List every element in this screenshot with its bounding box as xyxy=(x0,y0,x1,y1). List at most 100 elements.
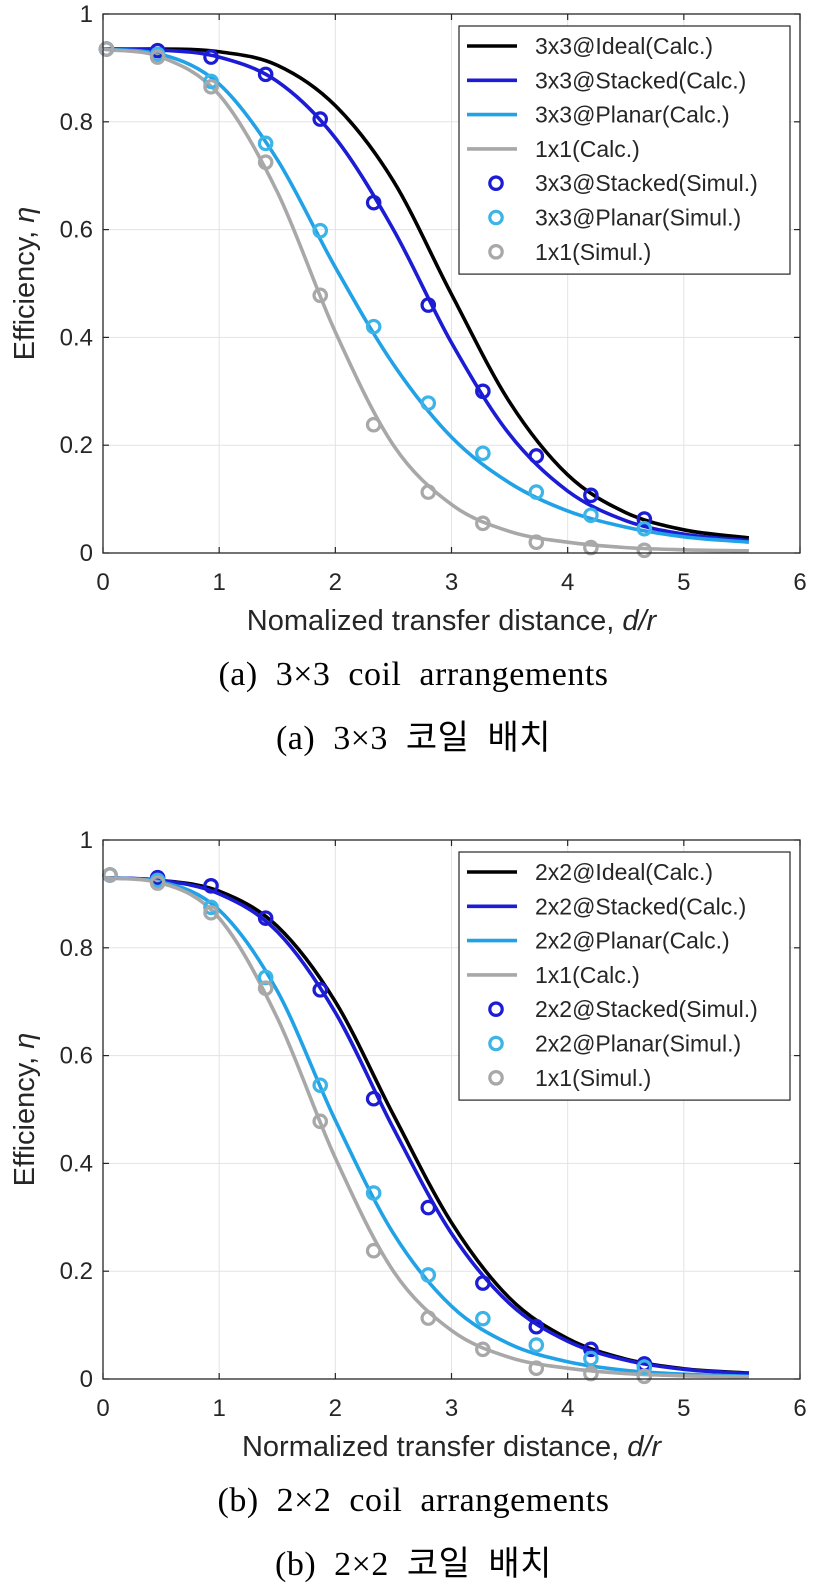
data-point xyxy=(312,111,329,127)
legend-label: 2x2@Ideal(Calc.) xyxy=(535,859,713,885)
data-point xyxy=(203,49,219,65)
series-line xyxy=(102,875,750,1376)
legend-label: 3x3@Planar(Simul.) xyxy=(535,205,741,231)
data-point xyxy=(149,49,166,65)
legend-label: 3x3@Planar(Calc.) xyxy=(535,102,730,128)
data-point xyxy=(365,1242,382,1259)
legend: 2x2@Ideal(Calc.) 2x2@Stacked(Calc.) 2x2@Pl… xyxy=(458,851,791,1101)
y-tick-label: 0.8 xyxy=(60,109,93,136)
data-point xyxy=(312,287,329,304)
x-tick-label: 4 xyxy=(561,1395,574,1422)
legend-label: 1x1(Simul.) xyxy=(535,1065,651,1091)
x-tick-label: 2 xyxy=(329,569,342,596)
data-point xyxy=(420,1267,437,1283)
data-point xyxy=(583,507,599,524)
data-point xyxy=(475,383,491,400)
data-point xyxy=(636,1359,653,1375)
data-point xyxy=(312,982,329,998)
y-tick-label: 0.2 xyxy=(60,1258,93,1285)
legend-swatch-marker xyxy=(488,244,504,260)
series-line xyxy=(103,47,750,540)
data-point xyxy=(528,1318,545,1335)
y-tick-label: 0.8 xyxy=(60,935,93,962)
legend-label: 1x1(Calc.) xyxy=(535,136,640,162)
legend-label: 3x3@Ideal(Calc.) xyxy=(535,33,713,59)
data-point xyxy=(420,297,437,313)
data-point xyxy=(528,1337,545,1353)
legend-swatch-marker xyxy=(488,209,504,226)
caption-b-en: (b) 2×2 coil arrangements xyxy=(217,1482,610,1519)
data-point xyxy=(203,73,219,90)
legend-swatch-marker xyxy=(488,175,504,191)
legend-label: 1x1(Calc.) xyxy=(535,962,640,988)
data-point xyxy=(420,395,437,411)
series-line xyxy=(102,47,750,545)
data-point xyxy=(257,980,274,997)
data-point xyxy=(365,194,382,211)
x-axis-label-text: Normalized transfer distance, xyxy=(242,1431,627,1463)
data-point xyxy=(257,969,274,986)
caption-a-ko: (a) 3×3 코일 배치 xyxy=(275,720,552,757)
y-tick-label: 1 xyxy=(80,1,93,28)
data-point xyxy=(583,1341,599,1358)
data-point xyxy=(365,1090,382,1107)
y-tick-label: 0.4 xyxy=(60,1150,93,1177)
legend-label: 1x1(Simul.) xyxy=(535,239,651,265)
y-tick-label: 0 xyxy=(80,1366,93,1393)
x-tick-label: 1 xyxy=(212,569,225,596)
data-point xyxy=(257,154,274,171)
y-axis-label-var: η xyxy=(9,1033,41,1049)
data-point xyxy=(636,520,653,537)
data-point xyxy=(203,899,219,916)
data-point xyxy=(528,448,545,464)
y-tick-label: 0 xyxy=(80,540,93,567)
data-point xyxy=(420,1199,437,1216)
x-axis-label-text: Nomalized transfer distance, xyxy=(247,605,623,637)
data-point xyxy=(102,867,118,883)
legend-label: 2x2@Planar(Calc.) xyxy=(535,928,730,954)
data-point xyxy=(312,1113,329,1130)
x-axis-label: Normalized transfer distance, d/r xyxy=(242,1431,662,1463)
x-tick-label: 0 xyxy=(96,1395,109,1422)
x-axis-label-var: d/r xyxy=(622,605,657,637)
data-point xyxy=(365,1185,382,1201)
x-tick-label: 5 xyxy=(677,569,690,596)
legend-label: 2x2@Stacked(Calc.) xyxy=(535,893,746,919)
x-tick-label: 4 xyxy=(561,569,574,596)
legend-label: 2x2@Stacked(Simul.) xyxy=(535,996,758,1022)
data-point xyxy=(583,539,599,556)
y-axis-label-var: η xyxy=(9,207,41,223)
y-tick-label: 0.2 xyxy=(60,432,93,459)
legend-swatch-marker xyxy=(488,1001,504,1017)
data-point xyxy=(636,542,653,559)
x-tick-label: 6 xyxy=(793,1395,806,1422)
y-tick-label: 0.6 xyxy=(60,1043,93,1070)
data-point xyxy=(257,66,274,83)
legend-label: 3x3@Stacked(Simul.) xyxy=(535,170,758,196)
y-axis-label-text: Efficiency, xyxy=(9,1049,41,1187)
data-point xyxy=(312,1077,329,1094)
data-point xyxy=(475,1310,491,1327)
caption-a-en: (a) 3×3 coil arrangements xyxy=(218,656,609,693)
data-point xyxy=(365,318,382,335)
data-point xyxy=(203,78,219,95)
y-tick-label: 0.4 xyxy=(60,324,93,351)
data-point xyxy=(583,487,599,504)
chart-a: 0 1 2 3 4 5 6 0 0.2 0.4 0.6 0.8 1 Nomalized transfer … xyxy=(9,1,807,637)
data-point xyxy=(528,484,545,500)
y-axis-label: Efficiency, η xyxy=(9,1033,41,1187)
x-tick-label: 0 xyxy=(96,569,109,596)
y-tick-label: 0.6 xyxy=(60,217,93,244)
caption-b-ko: (b) 2×2 코일 배치 xyxy=(275,1546,552,1583)
x-axis-label: Nomalized transfer distance, d/r xyxy=(247,605,658,637)
legend: 3x3@Ideal(Calc.) 3x3@Stacked(Calc.) 3x3@Pl… xyxy=(458,25,791,275)
data-point xyxy=(365,416,382,433)
y-tick-label: 1 xyxy=(80,827,93,854)
data-point xyxy=(312,222,329,239)
chart-b: 0 1 2 3 4 5 6 0 0.2 0.4 0.6 0.8 1 Normalized transfer… xyxy=(9,827,807,1463)
data-point xyxy=(420,1310,437,1326)
series-line xyxy=(102,875,749,1379)
data-point xyxy=(583,1350,599,1367)
x-tick-label: 1 xyxy=(212,1395,225,1422)
data-point xyxy=(475,515,491,532)
